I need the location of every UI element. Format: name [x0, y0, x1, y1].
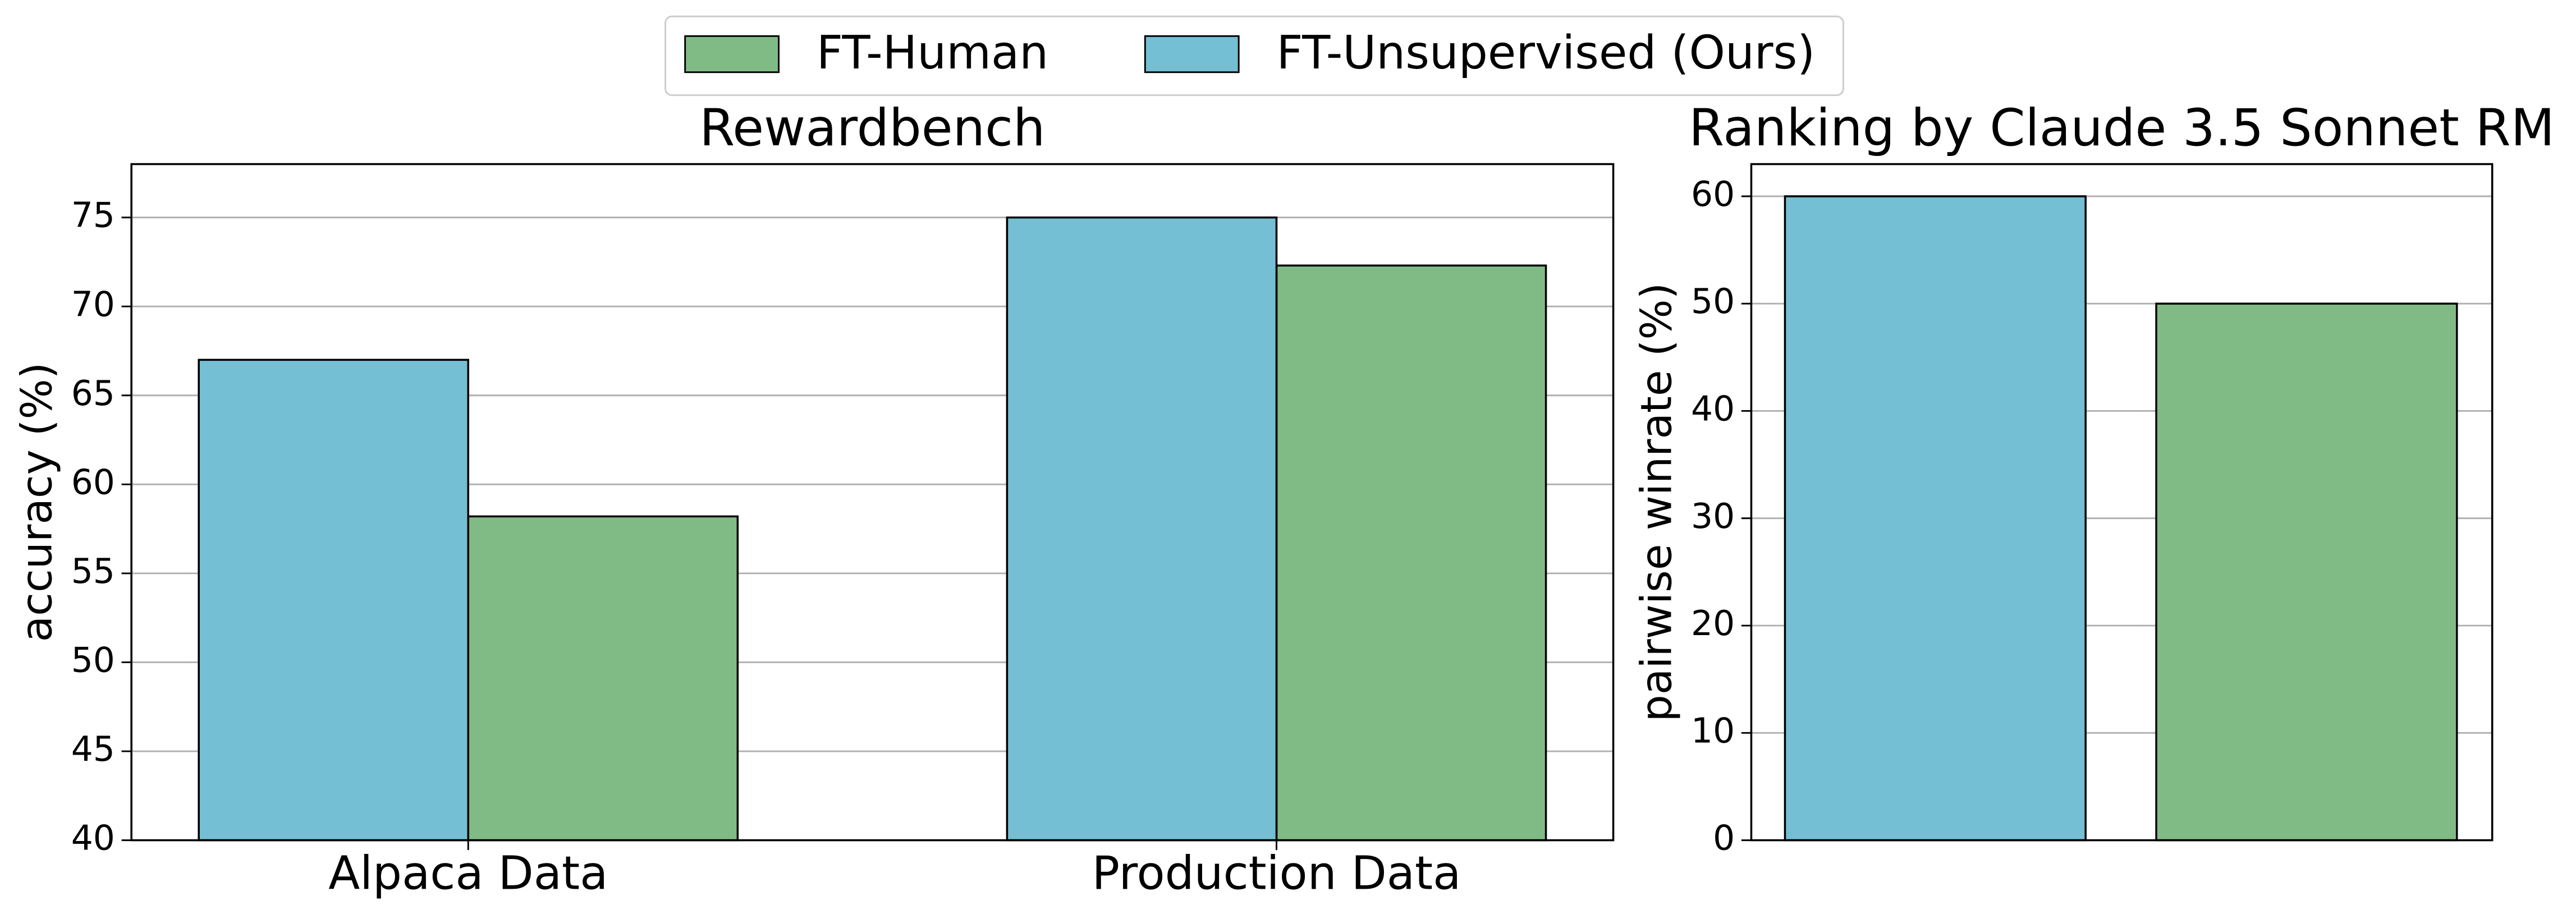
legend-swatch [1144, 35, 1240, 73]
bar [1006, 216, 1278, 842]
y-tick-label: 40 [1691, 389, 1735, 429]
y-tick-label: 60 [1691, 174, 1735, 214]
bar [2155, 302, 2458, 842]
y-tick-label: 50 [71, 641, 115, 681]
bar [1784, 195, 2087, 842]
axes-frame [130, 163, 1615, 842]
y-tick-label: 60 [71, 462, 115, 502]
y-axis-label: accuracy (%) [11, 362, 61, 642]
chart-title: Rewardbench [699, 99, 1045, 158]
bar [467, 515, 739, 842]
y-tick-label: 20 [1691, 604, 1735, 644]
legend-label: FT-Unsupervised (Ours) [1277, 26, 1816, 80]
chart-title: Ranking by Claude 3.5 Sonnet RM [1689, 99, 2555, 158]
y-tick-label: 50 [1691, 282, 1735, 321]
bar [198, 359, 470, 842]
axes-frame [1750, 163, 2494, 842]
x-tick-label: Alpaca Data [328, 847, 608, 900]
legend-label: FT-Human [817, 26, 1048, 80]
y-tick-label: 40 [71, 819, 115, 858]
y-tick-label: 30 [1691, 497, 1735, 536]
y-tick-label: 0 [1713, 819, 1735, 858]
x-tick-label: Production Data [1092, 847, 1461, 900]
y-tick-label: 65 [71, 374, 115, 413]
legend-swatch [684, 35, 780, 73]
legend-box [664, 15, 1844, 97]
y-tick-label: 55 [71, 552, 115, 591]
y-tick-label: 45 [71, 729, 115, 769]
y-tick-label: 10 [1691, 711, 1735, 751]
y-axis-label: pairwise winrate (%) [1631, 283, 1681, 722]
y-tick-label: 75 [71, 196, 115, 236]
bar [1275, 264, 1547, 842]
y-tick-label: 70 [71, 284, 115, 324]
